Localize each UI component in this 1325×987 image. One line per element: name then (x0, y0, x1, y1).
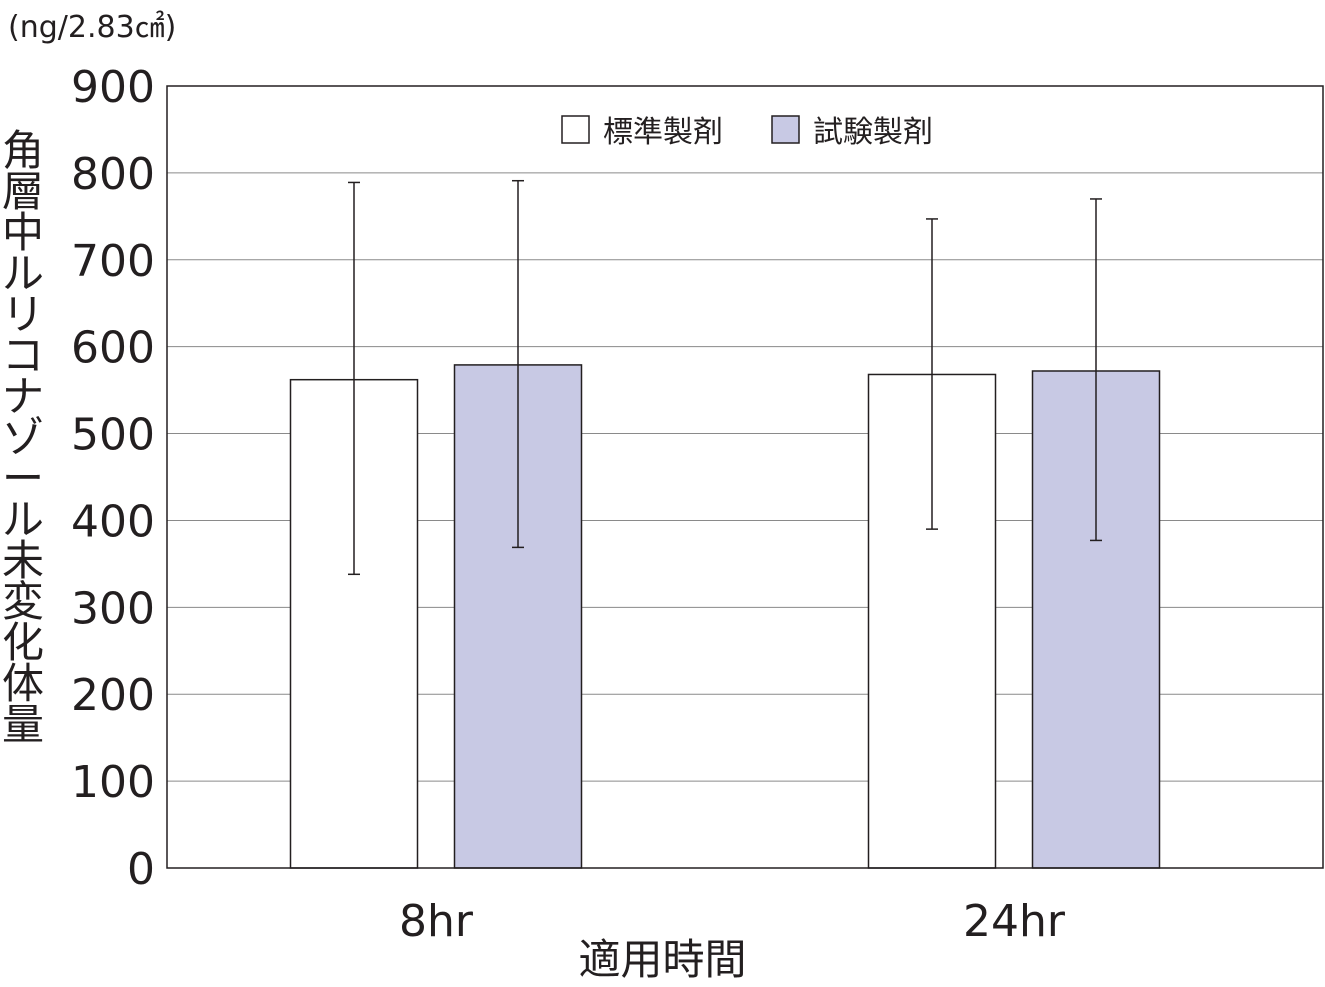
x-tick-label: 24hr (963, 896, 1066, 947)
error-bars (348, 179, 1102, 576)
y-tick-label: 0 (127, 844, 155, 895)
y-tick-label: 800 (71, 149, 155, 200)
y-tick-label: 100 (71, 757, 155, 808)
legend-label: 試験製剤 (813, 115, 933, 150)
legend-label: 標準製剤 (603, 115, 723, 150)
y-tick-labels: 0 100 200 300 400 500 600 700 800 900 (71, 62, 155, 895)
legend-swatch (561, 115, 590, 144)
x-tick-labels: 8hr 24hr (399, 896, 1066, 947)
y-tick-label: 900 (71, 62, 155, 113)
y-tick-label: 400 (71, 496, 155, 547)
y-axis-label: 角層中ルリコナゾール未変化体量 (1, 126, 44, 749)
x-tick-label: 8hr (399, 896, 474, 947)
plot-frame (166, 85, 1324, 869)
y-tick-label: 200 (71, 670, 155, 721)
y-unit-label: (ng/2.83㎠) (8, 10, 177, 45)
legend: 標準製剤 試験製剤 (561, 115, 933, 150)
y-tick-label: 300 (71, 583, 155, 634)
y-tick-label: 700 (71, 236, 155, 287)
y-tick-label: 500 (71, 410, 155, 461)
bars (289, 364, 1161, 869)
legend-swatch (771, 115, 800, 144)
y-tick-label: 600 (71, 323, 155, 374)
